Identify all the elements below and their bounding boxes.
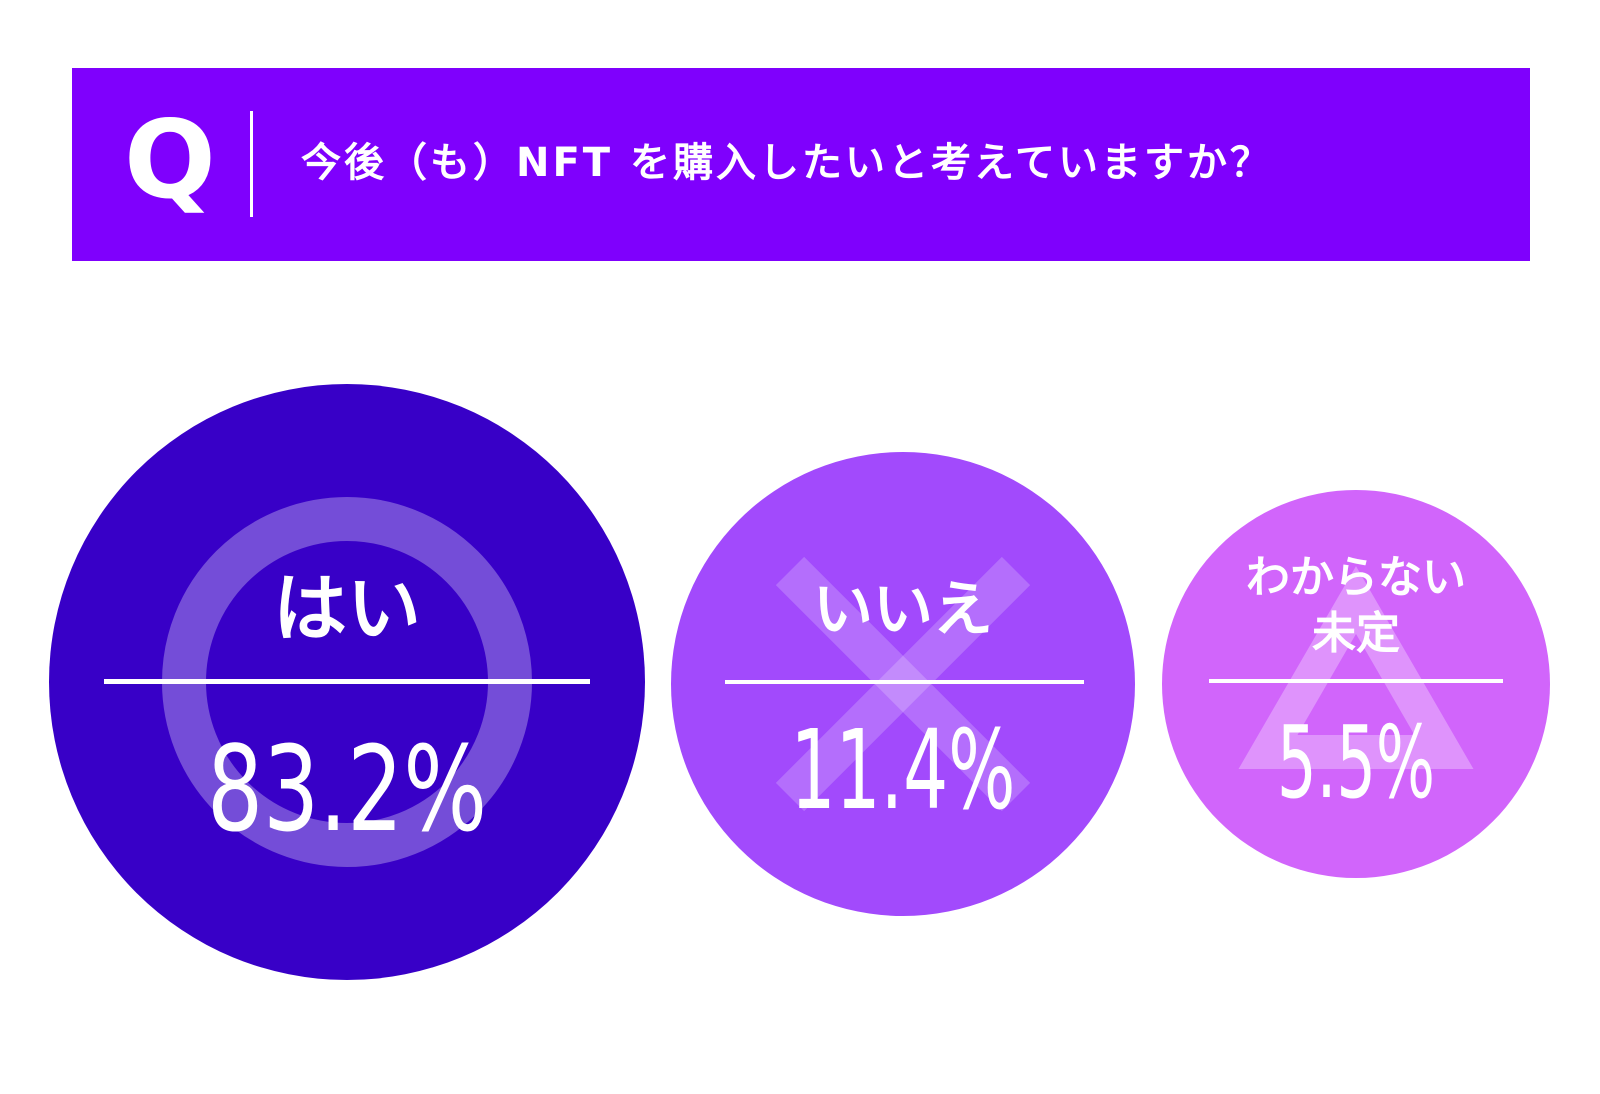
bubble-unsure: わからない 未定 5.5%: [1162, 490, 1550, 878]
q-divider: [250, 111, 253, 217]
bubble-yes: はい 83.2%: [49, 384, 645, 980]
q-label: Q: [124, 98, 216, 223]
bubble-no-value: 11.4%: [791, 706, 1016, 834]
bubble-no-divider: [725, 680, 1084, 684]
bubble-unsure-label2: 未定: [1312, 608, 1400, 659]
bubble-unsure-circle: [1162, 490, 1550, 878]
bubble-yes-label: はい: [273, 566, 421, 652]
bubble-unsure-divider: [1209, 679, 1503, 683]
triangle-symbol-icon: [1238, 566, 1474, 769]
bubble-yes-value: 83.2%: [207, 720, 487, 858]
bubble-unsure-label: わからない: [1246, 552, 1466, 603]
question-banner: Q 今後（も）NFT を購入したいと考えていますか？: [72, 68, 1530, 261]
bubble-unsure-value: 5.5%: [1277, 704, 1435, 821]
bubble-no-label: いいえ: [813, 575, 993, 645]
question-text: 今後（も）NFT を購入したいと考えていますか？: [301, 140, 1274, 186]
bubble-yes-divider: [104, 679, 590, 684]
bubble-no: いいえ 11.4%: [671, 452, 1135, 916]
